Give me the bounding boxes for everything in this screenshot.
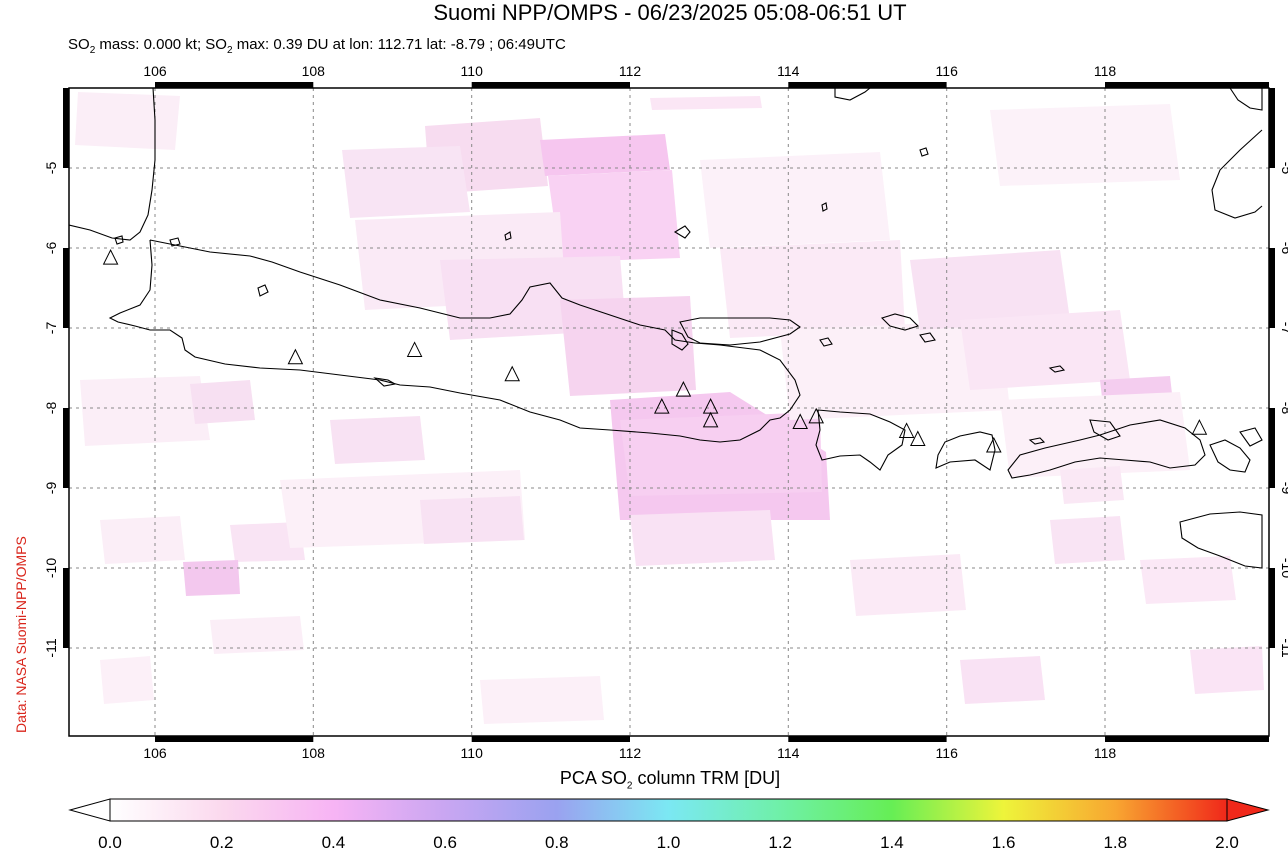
colorbar-tick-label: 0.8 xyxy=(545,833,569,852)
lon-ticks-top: 106 108 110 112 114 116 118 xyxy=(143,63,1116,79)
volcano-triangle-icon xyxy=(675,381,692,397)
lon-tick-bottom: 112 xyxy=(619,745,642,761)
lat-tick-right: -9 xyxy=(1279,482,1288,495)
mass-prefix: SO xyxy=(68,36,90,53)
max-subscript: 2 xyxy=(226,45,233,56)
volcano-triangle-icon xyxy=(792,413,809,430)
colorbar-tick-label: 1.2 xyxy=(768,833,792,852)
colorbar-label-prefix: PCA SO xyxy=(559,768,627,788)
lon-tick-bottom: 114 xyxy=(777,745,800,761)
lat-tick-right: -8 xyxy=(1279,402,1288,415)
lon-tick-bottom: 106 xyxy=(143,745,167,761)
lat-ticks-left: -5 -6 -7 -8 -9 -10 -11 xyxy=(43,162,59,658)
colorbar-tick-label: 1.8 xyxy=(1103,833,1127,852)
colorbar-tick-label: 0.0 xyxy=(98,833,122,852)
volcano-markers xyxy=(102,248,1208,453)
colorbar: 0.0 0.2 0.4 0.6 0.8 1.0 1.2 1.4 1.6 1.8 2.0 xyxy=(68,798,1270,852)
volcano-triangle-icon xyxy=(406,341,423,357)
colorbar-tick-label: 2.0 xyxy=(1215,833,1239,852)
lon-tick-top: 112 xyxy=(619,63,642,79)
colorbar-tick-label: 1.0 xyxy=(657,833,681,852)
colorbar-label-suffix: column TRM [DU] xyxy=(632,768,781,788)
colorbar-label-subscript: 2 xyxy=(626,780,633,792)
lat-tick-right: -11 xyxy=(1279,638,1288,657)
lat-tick-right: -7 xyxy=(1279,322,1288,335)
volcano-triangle-icon xyxy=(102,248,119,265)
lon-tick-bottom: 116 xyxy=(936,745,959,761)
colorbar-high-extension xyxy=(1226,798,1270,822)
lat-tick-right: -6 xyxy=(1279,242,1288,255)
volcano-triangle-icon xyxy=(898,422,915,438)
colorbar-ticks: 0.0 0.2 0.4 0.6 0.8 1.0 1.2 1.4 1.6 1.8 2.0 xyxy=(98,833,1239,852)
max-text: max: 0.39 DU at lon: 112.71 lat: -8.79 ;… xyxy=(232,36,566,53)
map-frame xyxy=(63,82,1275,742)
volcano-triangle-icon xyxy=(504,365,521,382)
volcano-triangle-icon xyxy=(287,348,304,365)
colorbar-tick-label: 0.2 xyxy=(210,833,234,852)
colorbar-tick-label: 0.4 xyxy=(322,833,346,852)
volcano-triangle-icon xyxy=(1191,419,1208,435)
lat-tick-left: -6 xyxy=(43,242,59,255)
lon-tick-bottom: 118 xyxy=(1094,745,1117,761)
lat-tick-right: -5 xyxy=(1279,162,1288,175)
lat-tick-left: -5 xyxy=(43,162,59,175)
lon-tick-top: 108 xyxy=(302,63,326,79)
lat-tick-left: -7 xyxy=(43,322,59,335)
lon-tick-top: 118 xyxy=(1094,63,1117,79)
volcano-triangle-icon xyxy=(808,407,825,424)
map-panel: 106 108 110 112 114 116 118 106 108 110 … xyxy=(43,63,1288,761)
lat-tick-left: -9 xyxy=(43,482,59,495)
lon-tick-bottom: 110 xyxy=(461,745,484,761)
volcano-triangle-icon xyxy=(653,398,670,414)
volcano-triangle-icon xyxy=(985,436,1002,453)
volcano-triangle-icon xyxy=(702,411,719,428)
volcano-triangle-icon xyxy=(909,430,926,447)
max-prefix: SO xyxy=(205,36,227,53)
colorbar-label: PCA SO2 column TRM [DU] xyxy=(0,768,1288,792)
graticule xyxy=(69,88,1269,736)
lat-tick-right: -10 xyxy=(1279,558,1288,578)
colorbar-low-extension xyxy=(68,798,111,822)
lon-tick-top: 116 xyxy=(936,63,959,79)
subtitle: SO2 mass: 0.000 kt; SO2 max: 0.39 DU at … xyxy=(68,36,566,56)
lon-tick-bottom: 108 xyxy=(302,745,326,761)
lon-ticks-bottom: 106 108 110 112 114 116 118 xyxy=(143,745,1116,761)
map-title: Suomi NPP/OMPS - 06/23/2025 05:08-06:51 … xyxy=(433,0,907,25)
colorbar-tick-label: 0.6 xyxy=(433,833,457,852)
lat-ticks-right: -5 -6 -7 -8 -9 -10 -11 xyxy=(1279,162,1288,658)
coastlines xyxy=(69,88,1263,569)
mass-text: mass: 0.000 kt; xyxy=(95,36,206,53)
lon-tick-top: 110 xyxy=(461,63,484,79)
lat-tick-left: -11 xyxy=(43,638,59,657)
colorbar-tick-label: 1.4 xyxy=(880,833,904,852)
lon-tick-top: 106 xyxy=(143,63,167,79)
lon-tick-top: 114 xyxy=(777,63,800,79)
lat-tick-left: -10 xyxy=(43,558,59,578)
colorbar-tick-label: 1.6 xyxy=(992,833,1016,852)
mass-subscript: 2 xyxy=(89,45,96,56)
lat-tick-left: -8 xyxy=(43,402,59,415)
colorbar-gradient xyxy=(109,798,1228,822)
